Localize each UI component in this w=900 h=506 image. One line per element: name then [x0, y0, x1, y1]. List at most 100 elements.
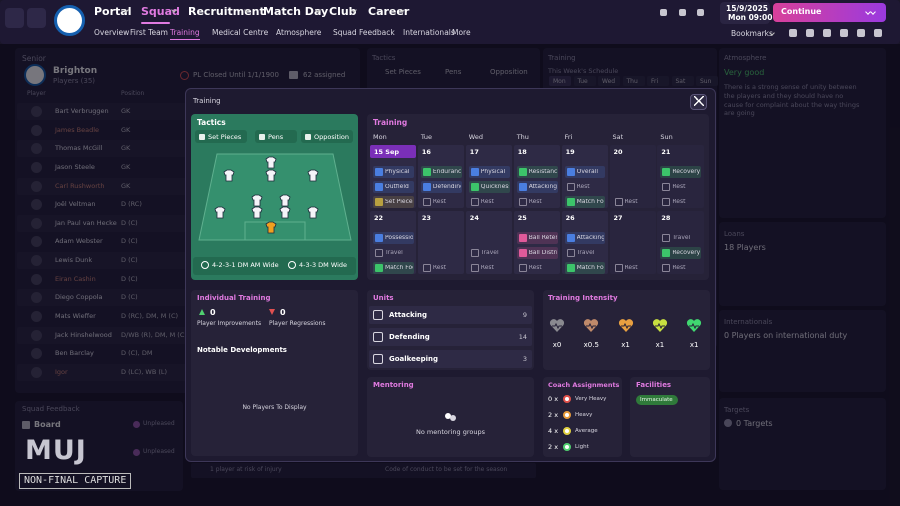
day-cell — [561, 211, 608, 274]
session[interactable] — [516, 247, 558, 259]
session-icon — [566, 183, 575, 191]
session-name: Physical — [385, 169, 410, 175]
day-header: Sun — [660, 133, 673, 141]
unit-row[interactable] — [369, 350, 532, 368]
formation[interactable]: 4-2-3-1 DM AM Wide — [212, 261, 279, 269]
day-header: Thu — [516, 133, 529, 141]
session-icon — [518, 234, 527, 242]
session[interactable] — [373, 232, 414, 244]
session-icon — [470, 168, 479, 176]
session[interactable] — [516, 232, 558, 244]
session-name: Endurance — [432, 169, 461, 175]
formation[interactable]: 4-3-3 DM Wide — [299, 261, 348, 269]
continue-button[interactable] — [773, 3, 886, 22]
unit-icon — [373, 310, 383, 320]
intensity-label: x0.5 — [583, 341, 599, 349]
submenu-item[interactable]: Internationals — [403, 28, 455, 37]
regressions-label: Player Regressions — [269, 320, 326, 327]
submenu-item[interactable]: Atmosphere — [276, 28, 322, 37]
session[interactable] — [420, 181, 462, 193]
tactics-tab[interactable] — [195, 130, 247, 143]
toolbar-icon[interactable] — [789, 29, 797, 37]
session[interactable] — [660, 166, 702, 178]
tactics-tab-label: Opposition — [314, 133, 349, 141]
tab-icon — [305, 134, 311, 140]
submenu-item[interactable]: Medical Centre — [212, 28, 269, 37]
submenu-item[interactable]: More — [452, 28, 471, 37]
session[interactable] — [516, 166, 558, 178]
session-name: Travel — [480, 250, 499, 256]
session-name: Travel — [672, 235, 691, 241]
session[interactable] — [420, 166, 462, 178]
session-name: Rest — [480, 265, 494, 271]
session-icon — [375, 183, 383, 191]
submenu-item[interactable]: Overview — [94, 28, 130, 37]
menu-item[interactable]: Match Day — [263, 5, 329, 18]
forward-button[interactable] — [27, 8, 46, 28]
back-button[interactable] — [5, 8, 24, 28]
unit-row[interactable] — [369, 328, 532, 346]
panel-title: Coach Assignments — [548, 381, 620, 389]
improvements-count: 0 — [210, 308, 216, 317]
toolbar-icon[interactable] — [857, 29, 865, 37]
nav-icon[interactable] — [660, 9, 667, 16]
player-shirt — [307, 206, 319, 219]
club-logo — [54, 5, 85, 36]
unit-row[interactable] — [369, 306, 532, 324]
tactics-tab[interactable] — [301, 130, 353, 143]
regress-arrow — [269, 309, 275, 315]
intensity-heart — [549, 319, 565, 332]
menu-item[interactable]: Career — [368, 5, 410, 18]
session[interactable] — [564, 262, 606, 274]
session[interactable] — [468, 181, 510, 193]
day-cell — [417, 145, 465, 208]
session-icon — [566, 264, 575, 272]
day-header: Sat — [612, 133, 624, 141]
session[interactable] — [564, 232, 606, 244]
formation-icon — [288, 261, 296, 269]
toolbar-icon[interactable] — [840, 29, 848, 37]
session-name: Rest — [528, 199, 542, 205]
day-header: Wed — [468, 133, 483, 141]
menu-item[interactable]: Club — [329, 5, 357, 18]
bookmarks[interactable]: Bookmarks — [731, 29, 773, 38]
session-icon — [470, 264, 479, 272]
toolbar-icon[interactable] — [806, 29, 814, 37]
tab-icon — [199, 134, 205, 140]
formation-row — [193, 257, 356, 275]
menu-item[interactable]: Squad — [141, 5, 180, 18]
modal-title: Training — [193, 97, 221, 105]
nav-icon[interactable] — [679, 9, 686, 16]
player-shirt — [279, 194, 291, 207]
session[interactable] — [660, 247, 702, 259]
submenu-item[interactable]: First Team — [130, 28, 168, 37]
session[interactable] — [564, 166, 606, 178]
session[interactable] — [468, 166, 510, 178]
nav-icon[interactable] — [697, 9, 704, 16]
menu-item[interactable]: Recruitment — [188, 5, 265, 18]
tactics-tab[interactable] — [255, 130, 297, 143]
unit-count: 14 — [518, 333, 527, 341]
toolbar-icon[interactable] — [874, 29, 882, 37]
session-icon — [375, 168, 383, 176]
pulse — [586, 322, 597, 330]
session[interactable] — [516, 181, 558, 193]
session[interactable] — [564, 196, 606, 208]
toolbar-icon[interactable] — [823, 29, 831, 37]
session[interactable] — [373, 196, 414, 208]
session-name: Recovery — [672, 169, 701, 175]
menu-item[interactable]: Portal — [94, 5, 132, 18]
unit-name: Attacking — [389, 311, 428, 319]
submenu-item[interactable]: Training — [170, 29, 200, 40]
session[interactable] — [373, 166, 414, 178]
tactics-tab-label: Set Pieces — [208, 133, 242, 141]
workload-dot — [563, 411, 571, 419]
session[interactable] — [373, 262, 414, 274]
session-icon — [566, 249, 575, 257]
submenu-item[interactable]: Squad Feedback — [333, 28, 395, 37]
player-shirt — [265, 169, 277, 182]
day-header: Tue — [420, 133, 432, 141]
improve-arrow — [199, 309, 205, 315]
session[interactable] — [373, 181, 414, 193]
